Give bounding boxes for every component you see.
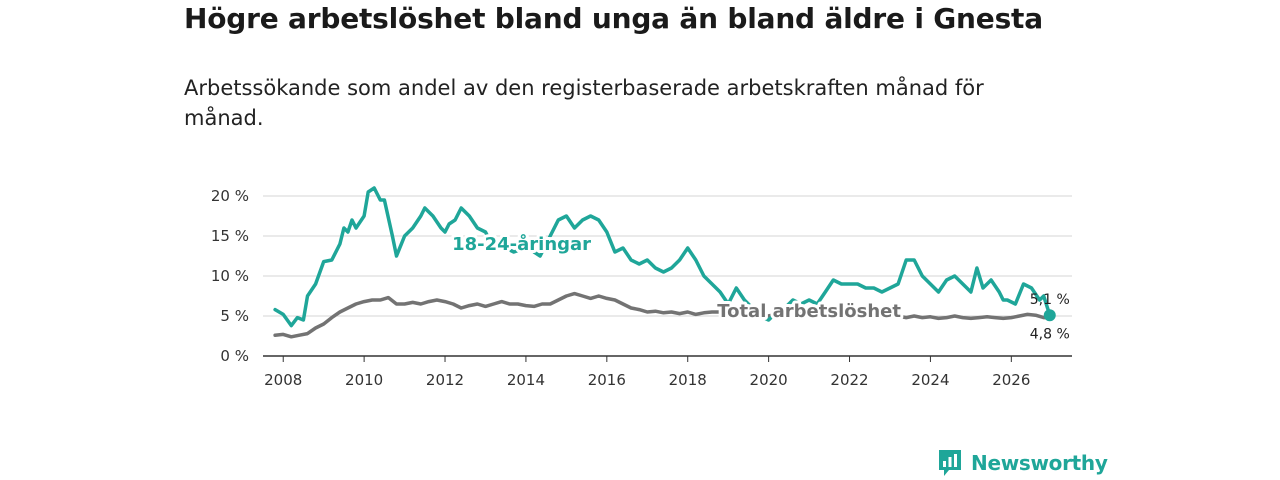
- x-tick-label: 2024: [911, 371, 949, 389]
- y-tick-label: 10 %: [211, 267, 249, 285]
- series-line-total: [273, 291, 1052, 339]
- y-tick-label: 15 %: [211, 227, 249, 245]
- newsworthy-brand: Newsworthy: [937, 448, 1108, 478]
- y-tick-label: 20 %: [211, 187, 249, 205]
- x-tick-label: 2020: [750, 371, 788, 389]
- x-tick-label: 2022: [830, 371, 868, 389]
- x-tick-label: 2014: [507, 371, 545, 389]
- x-tick-label: 2008: [264, 371, 302, 389]
- x-axis: 2008 2010 2012 2014 2016 2018 2020 2022 2024 2026: [263, 355, 1072, 389]
- y-axis-ticks: 0 % 5 % 10 % 15 % 20 %: [211, 187, 249, 365]
- bar-chart-logo-icon: [939, 450, 961, 476]
- series-annotations: 5,1 %4,8 %18-24-åringar18-24-åringarTota…: [449, 230, 1070, 343]
- x-tick-label: 2026: [992, 371, 1030, 389]
- x-tick-label: 2010: [345, 371, 383, 389]
- series-label-total: Total arbetslöshet: [717, 301, 901, 322]
- series-label-18-24: 18-24-åringar: [452, 233, 591, 255]
- x-tick-label: 2016: [588, 371, 626, 389]
- x-tick-label: 2018: [669, 371, 707, 389]
- y-tick-label: 0 %: [220, 347, 249, 365]
- series-label-halo: Total arbetslöshet: [717, 301, 901, 322]
- end-label-total: 4,8 %: [1030, 327, 1070, 343]
- end-label-18-24: 5,1 %: [1030, 292, 1070, 308]
- gridlines: [263, 195, 1072, 317]
- y-tick-label: 5 %: [220, 307, 249, 325]
- chart-title: Högre arbetslöshet bland unga än bland ä…: [184, 2, 1043, 35]
- series-line-18-24: [273, 186, 1052, 328]
- x-tick-label: 2012: [426, 371, 464, 389]
- series-end-dot: [1043, 309, 1056, 322]
- series-lines: [273, 186, 1056, 339]
- chart-subtitle: Arbetssökande som andel av den registerb…: [184, 76, 984, 130]
- brand-name: Newsworthy: [971, 451, 1108, 475]
- series-label-halo: 18-24-åringar: [452, 233, 591, 255]
